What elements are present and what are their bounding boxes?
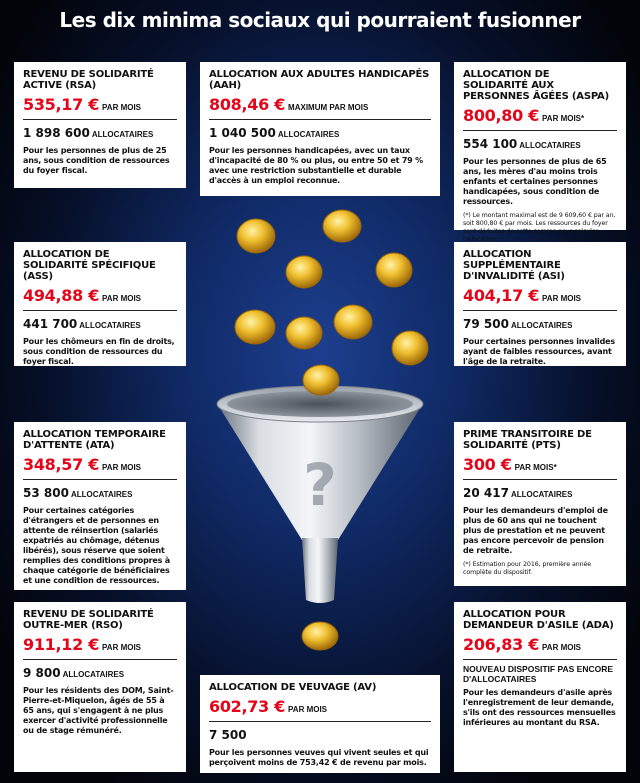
card-pts: Prime transitoire de solidarité (PTS) 30… [454,422,626,586]
coin [375,252,413,288]
description: Pour certaines personnes invalides ayant… [463,337,615,366]
card-title: Allocation pour demandeur d'asile (ADA) [463,609,614,631]
amount-period: par mois [102,103,142,112]
card-ada: Allocation pour demandeur d'asile (ADA) … [454,602,626,772]
card-title: Revenu de solidarité active (RSA) [23,69,154,91]
coin [285,255,323,289]
coin [285,316,323,350]
description: Pour les chômeurs en fin de droits, sous… [23,337,175,366]
funnel-inside [227,391,413,417]
divider [463,130,617,131]
coins [234,209,429,651]
recipients-count: 441 700 [23,317,78,331]
card-ass: Allocation de solidarité spécifique (ASS… [14,242,186,366]
divider [23,479,177,480]
card-title: Revenu de solidarité outre-mer (RSO) [23,609,154,631]
amount: 911,12 € [23,635,100,654]
divider [23,119,177,120]
amount: 404,17 € [463,286,540,305]
recipients-count: 1 040 500 [209,126,276,140]
recipients-count: 7 500 [209,728,247,742]
card-title: Allocation de veuvage (AV) [209,682,377,693]
recipients-label: allocataires [510,321,573,330]
card-ata: Allocation temporaire d'attente (ATA) 34… [14,422,186,590]
recipients-count: 53 800 [23,486,69,500]
recipients-label: allocataires [91,130,154,139]
funnel-question-mark: ? [303,451,337,519]
amount-period: par mois* [514,463,557,472]
description: Pour les personnes de plus de 25 ans, so… [23,146,170,175]
amount: 494,88 € [23,286,100,305]
amount: 300 € [463,455,512,474]
card-aspa: Allocation de solidarité aux personnes â… [454,62,626,243]
coin [236,218,276,254]
amount-period: par mois [102,643,142,652]
description: Pour les personnes de plus de 65 ans, le… [463,157,607,206]
card-rsa: Revenu de solidarité active (RSA) 535,17… [14,62,186,188]
funnel-rim [216,385,424,423]
amount-period: maximum par mois [288,103,369,112]
card-title: Allocation temporaire d'attente (ATA) [23,429,166,451]
description: Pour les personnes handicapées, avec un … [209,146,423,185]
divider [463,310,617,311]
status-text: Nouveau dispositif pas encore d'allocata… [463,664,614,684]
funnel-spout [302,538,338,603]
description: Pour certaines catégories d'étrangers et… [23,506,170,585]
footnote: (*) Estimation pour 2016, première année… [463,561,592,576]
amount-period: par mois [542,294,582,303]
recipients-label: allocataires [277,130,340,139]
amount-period: par mois [542,643,582,652]
amount-period: par mois [102,294,142,303]
recipients-label: allocataires [519,141,581,150]
divider [23,659,177,660]
recipients-count: 79 500 [463,317,509,331]
coin [301,621,339,651]
card-title: Allocation supplémentaire d'invalidité (… [463,249,565,282]
card-title: Allocation de solidarité aux personnes â… [463,69,609,102]
coin [322,209,362,243]
description: Pour les demandeurs d'asile après l'enre… [463,688,616,727]
recipients-label: allocataires [510,490,573,499]
recipients-label: allocataires [79,321,141,330]
recipients-label: allocataires [62,670,125,679]
card-title: Allocation aux adultes handicapés (AAH) [209,69,430,91]
recipients-count: 20 417 [463,486,509,500]
amount-period: par mois [102,463,142,472]
amount-period: par mois [288,705,328,714]
divider [209,119,431,120]
divider [23,310,177,311]
coin [302,364,340,396]
recipients-count: 554 100 [463,137,518,151]
amount: 808,46 € [209,95,286,114]
coin [234,309,276,345]
divider [209,721,431,722]
description: Pour les résidents des DOM, Saint-Pierre… [23,686,174,735]
amount: 348,57 € [23,455,100,474]
recipients-label: allocataires [70,490,133,499]
card-rso: Revenu de solidarité outre-mer (RSO) 911… [14,602,186,772]
card-title: Prime transitoire de solidarité (PTS) [463,429,592,451]
card-asi: Allocation supplémentaire d'invalidité (… [454,242,626,366]
amount-period: par mois* [542,114,585,123]
recipients-count: 1 898 600 [23,126,90,140]
recipients-count: 9 800 [23,666,61,680]
divider [463,659,617,660]
page-title: Les dix minima sociaux qui pourraient fu… [59,8,581,32]
amount: 535,17 € [23,95,100,114]
amount: 602,73 € [209,697,286,716]
description: Pour les demandeurs d'emploi de plus de … [463,506,608,555]
coin [333,304,373,340]
card-title: Allocation de solidarité spécifique (ASS… [23,249,156,282]
amount: 206,83 € [463,635,540,654]
footnote: (*) Le montant maximal est de 9 609,60 €… [463,212,616,243]
card-aah: Allocation aux adultes handicapés (AAH) … [200,62,440,196]
coin [391,330,429,366]
card-av: Allocation de veuvage (AV) 602,73 € par m… [200,675,440,773]
divider [463,479,617,480]
funnel-body [218,405,422,540]
amount: 800,80 € [463,106,540,125]
description: Pour les personnes veuves qui vivent seu… [209,748,429,767]
